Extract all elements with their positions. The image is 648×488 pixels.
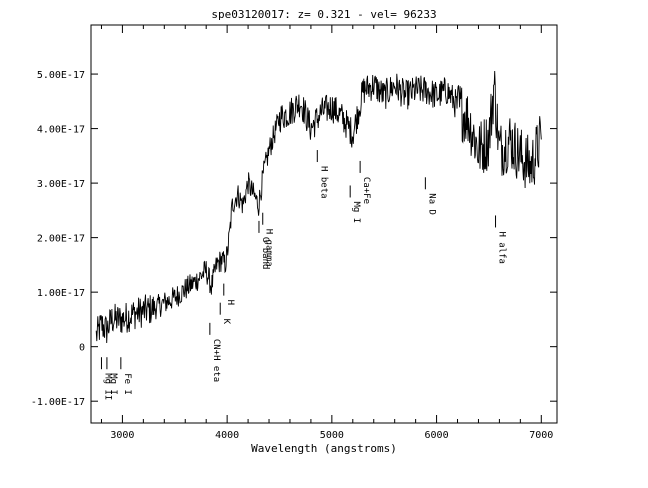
x-tick-label: 6000 <box>425 430 449 441</box>
annotation-label: Mg I <box>351 201 361 223</box>
y-tick-label: 2.00E-17 <box>37 234 85 245</box>
x-tick-label: 3000 <box>110 430 134 441</box>
y-tick-label: -1.00E-17 <box>31 397 85 408</box>
annotation-label: Ca+Fe <box>361 177 371 204</box>
annotation-label: CN+H eta <box>211 339 221 382</box>
y-tick-label: 5.00E-17 <box>37 70 85 81</box>
annotation-label: H <box>225 300 235 305</box>
y-axis: -1.00E-17 0 1.00E-17 2.00E-17 3.00E-17 4.00E-… <box>31 70 557 408</box>
chart-title: spe03120017: z= 0.321 - vel= 96233 <box>211 8 436 21</box>
x-axis: 3000 4000 5000 6000 7000 <box>100 25 553 441</box>
annotation-label: Fe I <box>122 373 132 395</box>
annotation-label: H gamma <box>264 229 274 267</box>
x-tick-label: 7000 <box>529 430 553 441</box>
spectrum-series <box>95 70 542 344</box>
x-tick-label: 5000 <box>320 430 344 441</box>
y-tick-label: 1.00E-17 <box>37 288 85 299</box>
annotation-label: K <box>221 319 231 325</box>
annotation-label: H beta <box>318 166 328 199</box>
annotation-label: G band <box>260 237 270 270</box>
x-axis-label: Wavelength (angstroms) <box>251 442 397 455</box>
annotation-label: Mg I <box>108 373 118 395</box>
spectrum-line <box>95 70 542 344</box>
y-tick-label: 4.00E-17 <box>37 125 85 136</box>
annotation-label: Na D <box>426 193 436 215</box>
y-tick-label: 3.00E-17 <box>37 179 85 190</box>
x-tick-label: 4000 <box>215 430 239 441</box>
y-tick-label: 0 <box>79 343 85 354</box>
plot-frame <box>90 24 558 424</box>
annotation-label: Mg II <box>102 373 112 400</box>
annotation-label: H alfa <box>497 231 507 264</box>
